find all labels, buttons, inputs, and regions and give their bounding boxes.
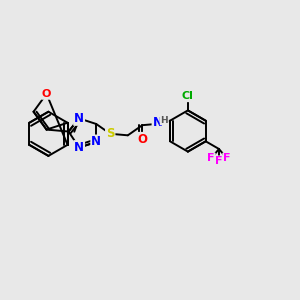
Text: F: F: [223, 153, 231, 164]
Text: N: N: [74, 112, 84, 125]
Text: N: N: [91, 136, 101, 148]
Text: N: N: [152, 116, 163, 129]
Text: H: H: [160, 116, 168, 124]
Text: O: O: [42, 89, 51, 99]
Text: F: F: [207, 153, 215, 164]
Text: F: F: [215, 156, 223, 166]
Text: S: S: [106, 127, 115, 140]
Text: Cl: Cl: [182, 91, 194, 101]
Text: O: O: [137, 133, 147, 146]
Text: N: N: [74, 141, 84, 154]
